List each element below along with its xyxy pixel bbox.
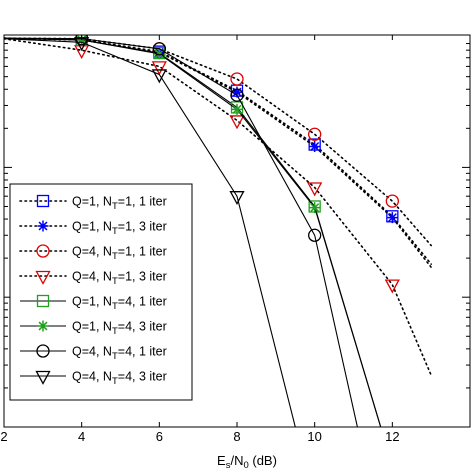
- data-point-5-2: [231, 103, 243, 115]
- data-point-2-2: [230, 72, 244, 86]
- legend-label-sub: T: [112, 226, 118, 237]
- legend-label-3: Q=4, NT=1, 3 iter: [72, 270, 167, 288]
- legend-label-sub: T: [112, 376, 118, 387]
- legend-label-pre: Q=1, N: [72, 320, 112, 334]
- legend-label-4: Q=1, NT=4, 1 iter: [72, 295, 167, 313]
- data-point-3-3: [307, 182, 323, 197]
- x-axis-title-mid: /N: [230, 453, 243, 468]
- data-point-6-2: [230, 88, 244, 102]
- legend-entry-1: Q=1, NT=1, 3 iter: [19, 220, 167, 238]
- legend-marker-1: [37, 220, 49, 232]
- data-point-3-1: [151, 61, 167, 76]
- data-point-1-2: [231, 86, 243, 98]
- data-point-2-3: [308, 127, 322, 141]
- x-axis-title: Es/N0 (dB): [217, 453, 277, 471]
- series-line-7: [4, 38, 296, 427]
- legend-label-post: =1, 1 iter: [118, 195, 167, 209]
- legend-label-pre: Q=4, N: [72, 245, 112, 259]
- data-point-5-3: [309, 202, 321, 214]
- x-tick-label-0: 2: [0, 429, 7, 444]
- legend-entry-5: Q=1, NT=4, 3 iter: [20, 320, 167, 338]
- data-point-2-4: [385, 194, 399, 208]
- series-line-3: [4, 37, 433, 377]
- legend-label-post: =1, 3 iter: [118, 270, 167, 284]
- data-point-1-3: [309, 140, 321, 152]
- x-tick-label-4: 10: [307, 429, 321, 444]
- x-tick-label-2: 6: [156, 429, 163, 444]
- legend-entry-3: Q=4, NT=1, 3 iter: [19, 270, 167, 288]
- series-3: [4, 37, 433, 377]
- legend-marker-5: [37, 320, 49, 332]
- legend-label-sub: T: [112, 326, 118, 337]
- data-point-7-1: [151, 69, 167, 84]
- legend-label-pre: Q=1, N: [72, 220, 112, 234]
- legend-label-5: Q=1, NT=4, 3 iter: [72, 320, 167, 338]
- x-axis-title-sub1: s: [226, 460, 231, 471]
- series-line-6: [4, 37, 358, 427]
- x-axis-title-base: E: [217, 453, 226, 468]
- legend-label-pre: Q=1, N: [72, 295, 112, 309]
- legend-entry-6: Q=4, NT=4, 1 iter: [20, 344, 167, 363]
- legend-marker-3: [35, 270, 51, 285]
- legend-label-pre: Q=4, N: [72, 370, 112, 384]
- series-line-2: [4, 37, 433, 247]
- data-point-3-4: [384, 279, 400, 294]
- legend-label-0: Q=1, NT=1, 1 iter: [72, 195, 167, 213]
- legend-marker-7: [35, 370, 51, 385]
- legend-label-1: Q=1, NT=1, 3 iter: [72, 220, 167, 238]
- data-point-3-0: [74, 45, 90, 60]
- x-tick-label-5: 12: [385, 429, 399, 444]
- legend-label-sub: T: [112, 251, 118, 262]
- legend-label-7: Q=4, NT=4, 3 iter: [72, 370, 167, 388]
- legend-marker-0: [36, 194, 50, 208]
- data-point-6-1: [152, 42, 166, 56]
- x-axis-title-sub2: 0: [243, 460, 248, 471]
- legend-label-post: =4, 1 iter: [118, 295, 167, 309]
- legend-label-post: =1, 3 iter: [118, 220, 167, 234]
- legend-marker-6: [36, 344, 50, 358]
- legend-label-post: =1, 1 iter: [118, 245, 167, 259]
- legend-label-sub: T: [112, 201, 118, 212]
- data-point-3-2: [229, 115, 245, 130]
- x-tick-label-1: 4: [78, 429, 85, 444]
- legend-entry-2: Q=4, NT=1, 1 iter: [19, 244, 167, 263]
- legend-label-pre: Q=4, N: [72, 270, 112, 284]
- legend-label-2: Q=4, NT=1, 1 iter: [72, 245, 167, 263]
- legend-label-pre: Q=1, N: [72, 195, 112, 209]
- legend-entry-4: Q=1, NT=4, 1 iter: [20, 294, 167, 313]
- legend-label-post: =4, 1 iter: [118, 345, 167, 359]
- legend-entry-0: Q=1, NT=1, 1 iter: [19, 194, 167, 213]
- legend-entry-7: Q=4, NT=4, 3 iter: [20, 370, 167, 388]
- series-line-5: [4, 37, 382, 427]
- data-point-6-3: [308, 228, 322, 242]
- data-point-7-2: [229, 191, 245, 206]
- series-group: [4, 35, 433, 427]
- legend-label-post: =4, 3 iter: [118, 370, 167, 384]
- legend-marker-4: [36, 294, 50, 308]
- axis-ticks: 2 4 6 8 10 12: [0, 35, 470, 444]
- legend-label-sub: T: [112, 351, 118, 362]
- legend-label-6: Q=4, NT=4, 1 iter: [72, 345, 167, 363]
- data-point-1-4: [386, 212, 398, 224]
- x-tick-label-3: 8: [233, 429, 240, 444]
- data-point-5-1: [153, 48, 165, 60]
- legend-label-post: =4, 3 iter: [118, 320, 167, 334]
- x-axis-title-unit: (dB): [249, 453, 277, 468]
- legend-label-pre: Q=4, N: [72, 345, 112, 359]
- legend-marker-2: [36, 244, 50, 258]
- legend-label-sub: T: [112, 276, 118, 287]
- legend-box: [9, 183, 193, 401]
- legend-label-sub: T: [112, 301, 118, 312]
